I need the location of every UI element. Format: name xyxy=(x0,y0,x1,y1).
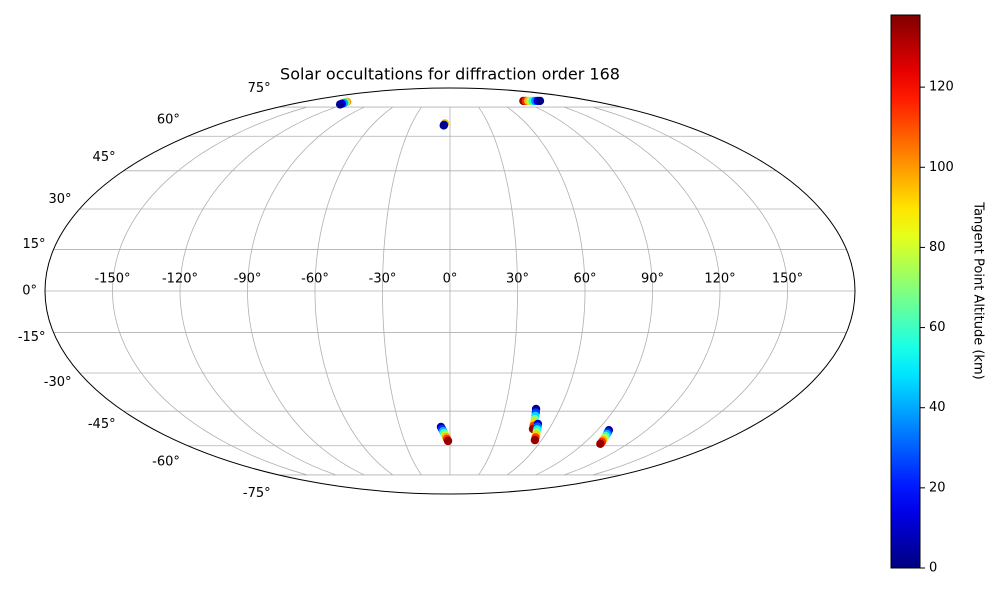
x-tick-label: -30° xyxy=(369,272,397,287)
y-tick-label: 75° xyxy=(248,81,271,96)
x-tick-label: -150° xyxy=(94,272,130,287)
colorbar-tick-label: 40 xyxy=(929,400,946,415)
grid-line xyxy=(592,106,788,476)
grid-line xyxy=(314,106,394,476)
point xyxy=(530,435,540,445)
y-tick-label: -30° xyxy=(44,375,72,390)
colorbar-tick-label: 20 xyxy=(929,480,946,495)
grid-line xyxy=(506,106,586,476)
colorbar-tick-label: 120 xyxy=(929,80,954,95)
points xyxy=(335,96,614,449)
grid-line xyxy=(247,106,365,476)
grid-line xyxy=(564,106,721,476)
x-tick-label: 60° xyxy=(573,272,596,287)
colorbar-label: Tangent Point Altitude (km) xyxy=(971,201,986,379)
grid-line xyxy=(535,106,653,476)
tick-labels: -75° -60° -45° -30° -15° 0° 15° 30° 45° 60° 75° -15… xyxy=(18,81,803,501)
y-tick-label: 15° xyxy=(23,237,46,252)
x-tick-label: -90° xyxy=(234,272,262,287)
grid-line xyxy=(112,106,308,476)
x-tick-label: -120° xyxy=(162,272,198,287)
point xyxy=(596,439,605,449)
grid xyxy=(45,106,855,476)
grid-line xyxy=(179,106,336,476)
x-tick-label: 0° xyxy=(443,272,458,287)
x-tick-label: 120° xyxy=(704,272,735,287)
map-boundary xyxy=(44,87,856,495)
y-tick-label: -45° xyxy=(88,417,116,432)
point xyxy=(439,121,448,130)
colorbar-tick-label: 0 xyxy=(929,561,937,576)
chart-title: Solar occultations for diffraction order… xyxy=(280,65,620,84)
y-tick-label: -15° xyxy=(18,330,46,345)
colorbar-tick-label: 80 xyxy=(929,240,946,255)
x-tick-label: 90° xyxy=(641,272,664,287)
colorbar xyxy=(890,14,921,569)
x-tick-label: 30° xyxy=(506,272,529,287)
grid-line xyxy=(478,106,518,476)
grid-line xyxy=(382,106,422,476)
y-tick-label: 30° xyxy=(48,192,71,207)
y-tick-label: 60° xyxy=(157,112,180,127)
x-tick-label: -60° xyxy=(301,272,329,287)
point xyxy=(443,436,453,446)
y-tick-label: 45° xyxy=(93,150,116,165)
y-tick-label: -60° xyxy=(152,455,180,470)
y-tick-label: -75° xyxy=(243,486,271,501)
colorbar-ticks: 0 20 40 60 80 100 120 xyxy=(920,80,954,576)
y-tick-label: 0° xyxy=(22,284,37,299)
colorbar-tick-label: 100 xyxy=(929,160,954,175)
x-tick-label: 150° xyxy=(772,272,803,287)
colorbar-tick-label: 60 xyxy=(929,320,946,335)
point xyxy=(335,100,345,109)
point xyxy=(535,96,545,106)
